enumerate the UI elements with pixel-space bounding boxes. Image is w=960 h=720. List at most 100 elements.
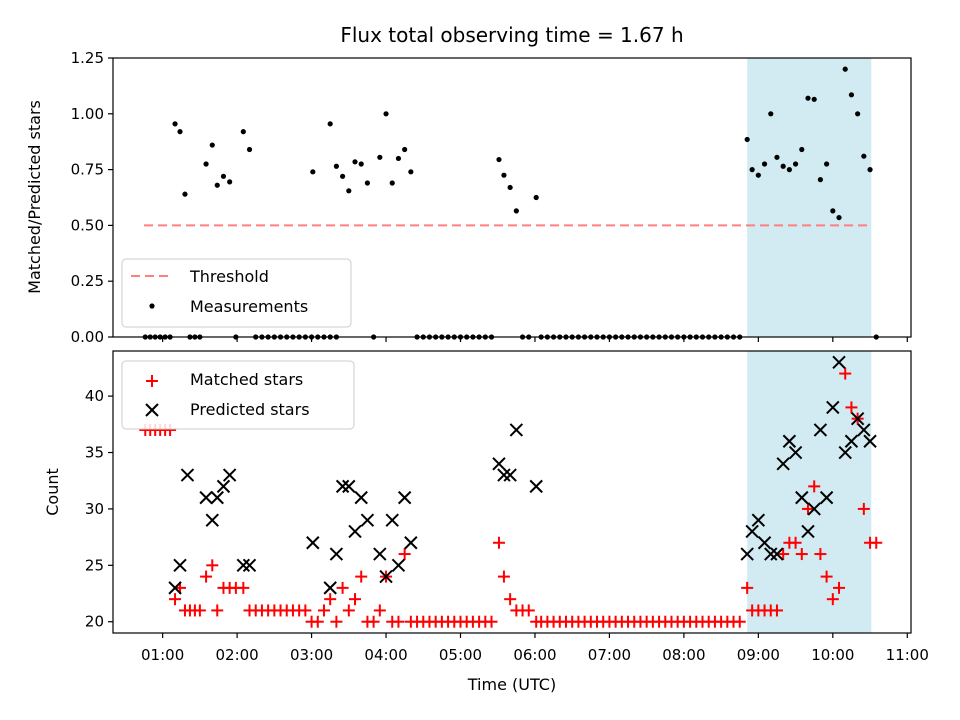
bottom-y-tick-label: 20 — [85, 613, 104, 631]
matched-star-point — [845, 401, 858, 414]
top-panel: 0.00 0.25 0.50 0.75 1.00 1.25 Matched/Predict… — [25, 49, 912, 346]
top-legend-box — [121, 258, 352, 328]
predicted-star-point — [832, 355, 846, 369]
predicted-star-point — [770, 547, 784, 561]
predicted-star-point — [492, 457, 506, 471]
measurement-point — [768, 111, 774, 117]
predicted-star-stroke-b — [492, 457, 506, 471]
matched-star-point — [317, 604, 330, 617]
measurement-point — [327, 121, 333, 127]
predicted-star-stroke-b — [838, 445, 852, 460]
bottom-frame — [112, 350, 912, 634]
legend-measurements-label: Measurements — [190, 297, 308, 316]
predicted-star-stroke-b — [306, 536, 320, 550]
matched-star-point — [392, 615, 405, 628]
predicted-star-stroke-b — [844, 434, 859, 448]
predicted-star-point — [199, 490, 213, 505]
predicted-star-stroke-b — [782, 434, 797, 448]
measurement-point — [333, 163, 339, 169]
matched-star-point — [324, 593, 337, 606]
predicted-star-stroke-b — [857, 423, 871, 437]
predicted-star-stroke-b — [391, 558, 406, 573]
matched-star-point — [311, 615, 324, 628]
measurement-point — [799, 146, 805, 153]
measurement-point — [774, 154, 780, 160]
predicted-star-point — [306, 536, 320, 550]
predicted-star-stroke-b — [210, 490, 224, 505]
matched-star-point — [237, 581, 250, 594]
top-y-tick-label: 1.25 — [71, 49, 104, 67]
predicted-star-point — [168, 581, 182, 595]
measurement-point — [533, 194, 539, 201]
predicted-star-stroke-b — [205, 513, 219, 527]
bottom-y-ticks: 20 25 30 35 40 — [85, 387, 113, 631]
predicted-star-stroke-b — [199, 490, 213, 505]
predicted-star-stroke-b — [795, 490, 809, 505]
predicted-star-stroke-b — [348, 524, 362, 539]
measurement-point — [749, 167, 755, 173]
legend-matched-label: Matched stars — [190, 370, 303, 389]
bottom-x-ticks: 01:00 02:00 03:00 04:00 05:00 06:00 07:00 08:00… — [141, 633, 929, 664]
predicted-star-point — [216, 479, 231, 494]
predicted-star-stroke-b — [832, 355, 846, 369]
measurement-point — [395, 155, 402, 162]
measurement-point — [182, 191, 188, 197]
measurement-point — [240, 129, 246, 135]
matched-star-point — [206, 559, 219, 572]
chart-title: Flux total observing time = 1.67 h — [340, 23, 683, 47]
matched-star-point — [814, 548, 827, 561]
bottom-legend: Matched stars Predicted stars — [121, 360, 355, 430]
predicted-star-point — [757, 536, 772, 550]
predicted-star-stroke-b — [801, 524, 815, 539]
predicted-star-stroke-b — [740, 547, 754, 561]
predicted-star-point — [819, 490, 834, 505]
predicted-star-stroke-b — [242, 558, 257, 573]
top-y-ticks: 0.00 0.25 0.50 0.75 1.00 1.25 — [71, 49, 113, 346]
predicted-star-point — [503, 468, 517, 482]
predicted-star-stroke-b — [503, 468, 517, 482]
predicted-star-stroke-b — [509, 423, 524, 437]
x-tick-label: 03:00 — [290, 646, 333, 664]
predicted-star-stroke-b — [236, 558, 251, 573]
measurement-point — [811, 96, 817, 102]
matched-star-point — [857, 502, 870, 515]
measurement-point — [755, 172, 761, 178]
predicted-star-stroke-b — [354, 490, 368, 505]
predicted-star-point — [385, 513, 399, 527]
predicted-star-point — [342, 479, 356, 494]
predicted-star-point — [323, 581, 337, 595]
measurement-point — [501, 172, 507, 178]
measurement-point — [203, 161, 209, 167]
predicted-star-point — [397, 490, 412, 505]
legend-predicted-swatch — [145, 403, 159, 417]
x-tick-label: 06:00 — [513, 646, 556, 664]
measurement-point — [744, 136, 750, 143]
predicted-star-point — [844, 434, 859, 448]
predicted-star-stroke-b — [216, 479, 231, 494]
measurement-point — [786, 167, 792, 173]
matched-star-point — [870, 536, 883, 549]
matched-star-point — [522, 604, 535, 617]
predicted-star-point — [801, 524, 815, 539]
x-tick-label: 04:00 — [364, 646, 407, 664]
bottom-legend-box — [121, 360, 355, 430]
matched-star-point — [193, 604, 206, 617]
matched-star-point — [367, 615, 380, 628]
measurement-point — [507, 184, 513, 191]
legend-threshold-label: Threshold — [189, 267, 269, 286]
x-tick-label: 01:00 — [141, 646, 184, 664]
measurement-point — [364, 180, 371, 186]
predicted-star-stroke-b — [173, 558, 187, 573]
measurement-point — [761, 161, 768, 167]
bottom-y-tick-label: 35 — [85, 444, 104, 462]
predicted-star-stroke-b — [379, 569, 393, 584]
predicted-star-point — [795, 490, 809, 505]
bottom-y-tick-label: 25 — [85, 556, 104, 574]
measurement-point — [408, 169, 414, 175]
matched-star-point — [485, 615, 498, 628]
measurement-point — [861, 153, 867, 159]
matched-star-point — [342, 604, 355, 617]
predicted-star-point — [335, 479, 350, 494]
measurement-point — [817, 177, 824, 183]
